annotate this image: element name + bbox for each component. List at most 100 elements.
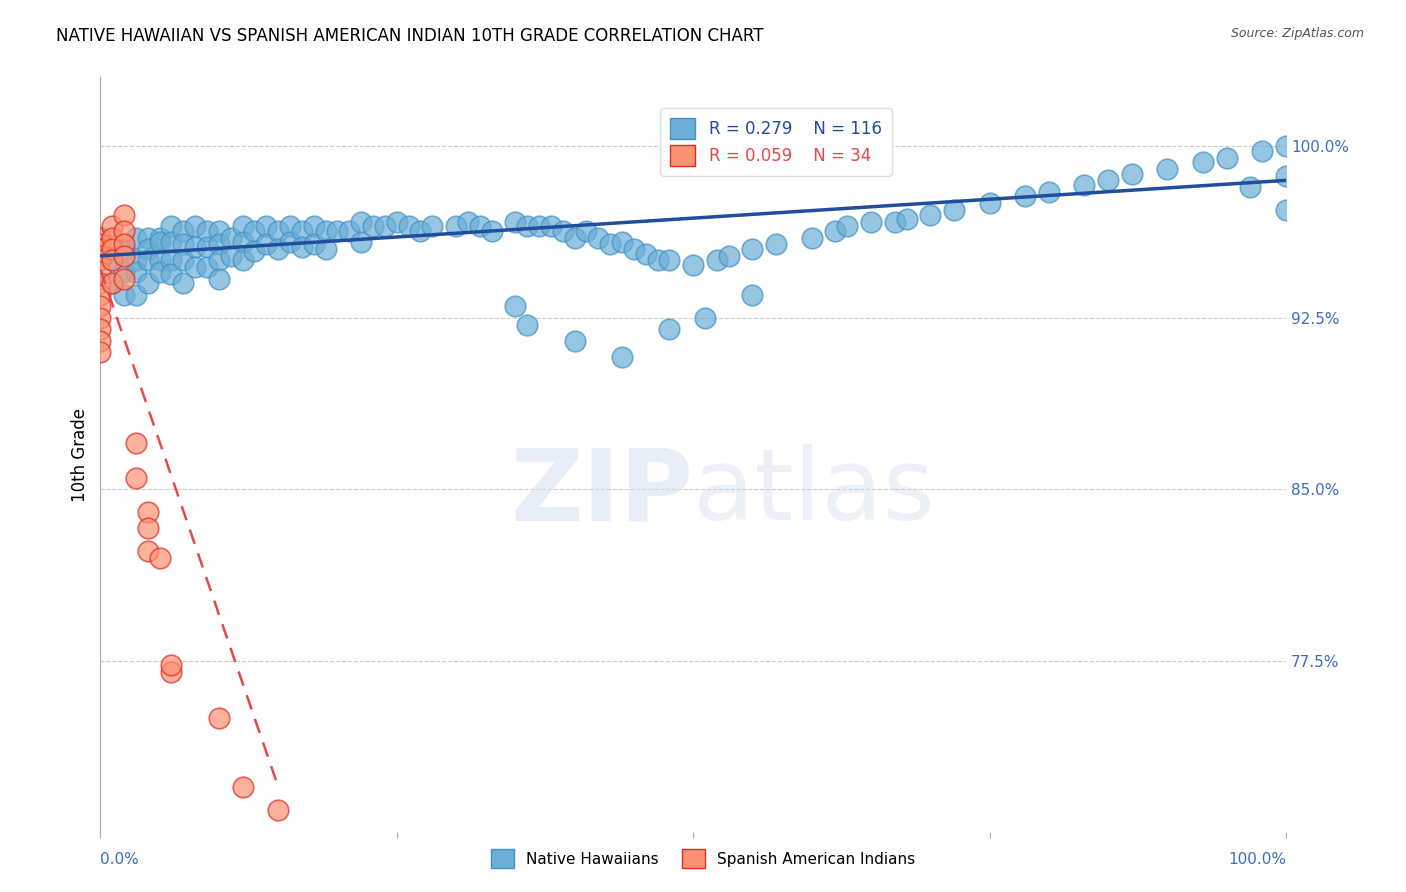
Point [623, 242, 645, 256]
Point [267, 224, 290, 238]
Point [232, 780, 254, 794]
Point [125, 265, 148, 279]
Point [527, 219, 550, 234]
Point [101, 253, 124, 268]
Point [326, 224, 349, 238]
Point [1275, 169, 1298, 183]
Point [374, 219, 396, 234]
Point [232, 219, 254, 234]
Point [1121, 167, 1143, 181]
Point [599, 237, 621, 252]
Point [1156, 161, 1178, 176]
Legend: Native Hawaiians, Spanish American Indians: Native Hawaiians, Spanish American India… [484, 841, 922, 875]
Point [89, 237, 111, 252]
Point [101, 253, 124, 268]
Text: NATIVE HAWAIIAN VS SPANISH AMERICAN INDIAN 10TH GRADE CORRELATION CHART: NATIVE HAWAIIAN VS SPANISH AMERICAN INDI… [56, 27, 763, 45]
Point [361, 219, 384, 234]
Point [184, 260, 207, 275]
Point [125, 230, 148, 244]
Point [243, 224, 266, 238]
Point [208, 237, 231, 252]
Point [837, 219, 859, 234]
Point [658, 322, 681, 336]
Point [859, 214, 882, 228]
Point [243, 244, 266, 259]
Point [551, 224, 574, 238]
Point [302, 219, 325, 234]
Point [219, 230, 242, 244]
Point [112, 265, 135, 279]
Point [232, 235, 254, 249]
Point [1275, 139, 1298, 153]
Point [160, 253, 183, 268]
Point [896, 212, 918, 227]
Point [219, 249, 242, 263]
Point [658, 253, 681, 268]
Point [575, 224, 598, 238]
Point [125, 436, 148, 450]
Point [208, 272, 231, 286]
Point [172, 253, 194, 268]
Text: Source: ZipAtlas.com: Source: ZipAtlas.com [1230, 27, 1364, 40]
Point [208, 253, 231, 268]
Point [883, 214, 905, 228]
Point [112, 287, 135, 301]
Point [149, 265, 172, 279]
Point [1014, 189, 1036, 203]
Legend: R = 0.279    N = 116, R = 0.059    N = 34: R = 0.279 N = 116, R = 0.059 N = 34 [661, 109, 891, 176]
Point [136, 253, 159, 268]
Point [89, 230, 111, 244]
Point [254, 237, 277, 252]
Point [101, 277, 124, 291]
Point [1239, 180, 1261, 194]
Point [647, 253, 669, 268]
Point [125, 287, 148, 301]
Point [89, 345, 111, 359]
Point [610, 235, 633, 249]
Point [1275, 203, 1298, 218]
Point [444, 219, 467, 234]
Point [89, 299, 111, 313]
Point [278, 235, 301, 249]
Point [112, 242, 135, 256]
Point [741, 287, 763, 301]
Point [398, 219, 420, 234]
Point [89, 265, 111, 279]
Point [350, 214, 373, 228]
Point [101, 219, 124, 234]
Point [89, 277, 111, 291]
Point [610, 350, 633, 364]
Point [717, 249, 740, 263]
Point [267, 803, 290, 817]
Point [505, 299, 527, 313]
Point [1073, 178, 1095, 192]
Point [136, 242, 159, 256]
Point [172, 237, 194, 252]
Point [160, 235, 183, 249]
Point [337, 224, 360, 238]
Point [112, 237, 135, 252]
Point [149, 550, 172, 565]
Point [741, 242, 763, 256]
Point [125, 471, 148, 485]
Point [682, 258, 704, 272]
Point [457, 214, 479, 228]
Point [516, 219, 538, 234]
Point [101, 242, 124, 256]
Point [172, 224, 194, 238]
Point [136, 230, 159, 244]
Point [89, 230, 111, 244]
Point [1251, 144, 1274, 158]
Point [564, 334, 586, 348]
Point [979, 196, 1001, 211]
Point [1215, 151, 1237, 165]
Point [136, 277, 159, 291]
Point [920, 208, 942, 222]
Point [89, 322, 111, 336]
Point [112, 224, 135, 238]
Text: 100.0%: 100.0% [1227, 852, 1286, 867]
Point [468, 219, 491, 234]
Point [765, 237, 787, 252]
Point [540, 219, 562, 234]
Y-axis label: 10th Grade: 10th Grade [72, 408, 89, 502]
